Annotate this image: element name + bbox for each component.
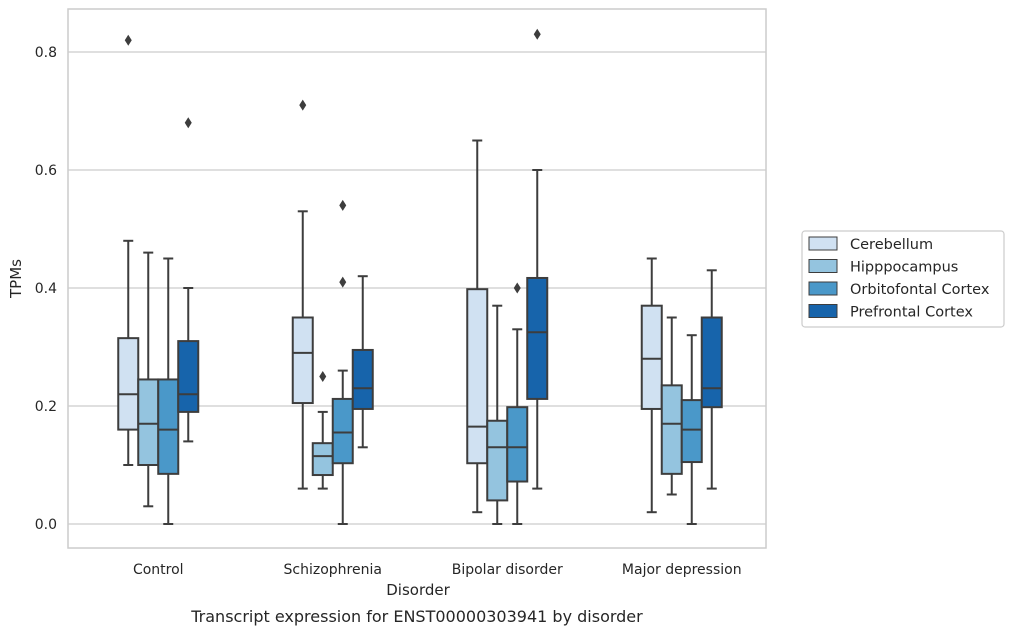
legend-swatch	[808, 304, 838, 318]
box-iqr	[351, 348, 374, 410]
legend-frame	[801, 230, 1005, 328]
x-tick-label: Control	[133, 562, 184, 578]
x-tick-label: Bipolar disorder	[452, 562, 563, 578]
box-iqr	[660, 384, 683, 475]
series-orbitofontal-cortex	[157, 199, 703, 525]
y-axis-ticks: 0.0 0.2 0.4 0.6 0.8	[35, 45, 57, 533]
box-iqr	[177, 340, 200, 413]
box-iqr	[680, 399, 703, 464]
box-iqr	[291, 316, 314, 405]
box-iqr	[526, 276, 549, 400]
box-iqr	[466, 288, 489, 465]
box-iqr	[700, 316, 723, 409]
outlier-point	[124, 34, 132, 46]
outlier-point	[533, 28, 541, 40]
y-tick-label: 0.2	[35, 399, 57, 415]
x-tick-label: Schizophrenia	[284, 562, 382, 578]
y-tick-label: 0.4	[35, 281, 57, 297]
legend: Cerebellum Hipppocampus Orbitofontal Corte…	[801, 230, 1005, 328]
legend-label: Prefrontal Cortex	[850, 305, 973, 321]
series-hipppocampus	[137, 251, 683, 525]
y-tick-label: 0.0	[35, 517, 57, 533]
legend-label: Cerebellum	[850, 237, 933, 253]
box-iqr	[137, 378, 160, 467]
outlier-point	[319, 371, 327, 382]
box-iqr	[157, 378, 180, 475]
y-tick-label: 0.6	[35, 163, 57, 179]
box-iqr	[486, 419, 509, 502]
legend-label: Orbitofontal Cortex	[850, 282, 990, 298]
x-axis-label: Disorder	[386, 581, 450, 599]
box-iqr	[117, 337, 140, 431]
box-iqr	[311, 442, 334, 477]
y-axis-label: TPMs	[7, 259, 25, 299]
outlier-point	[513, 282, 521, 294]
legend-swatch	[808, 236, 838, 251]
legend-swatch	[808, 281, 838, 296]
box-iqr	[331, 397, 354, 465]
outlier-point	[299, 99, 307, 111]
outlier-point	[184, 117, 192, 129]
x-axis-ticks: Control Schizophrenia Bipolar disorder Majo…	[133, 562, 742, 578]
outlier-point	[339, 199, 347, 211]
y-tick-label: 0.8	[35, 45, 57, 61]
legend-label: Hipppocampus	[850, 260, 958, 276]
series-prefrontal-cortex	[177, 28, 723, 490]
plot-frame	[67, 8, 767, 549]
box-plot-series	[117, 28, 723, 525]
box-iqr	[640, 304, 663, 410]
x-tick-label: Major depression	[622, 562, 742, 578]
series-cerebellum	[117, 34, 663, 514]
box-iqr	[506, 406, 529, 483]
figure-caption: Transcript expression for ENST0000030394…	[190, 607, 643, 626]
outlier-point	[339, 276, 347, 288]
legend-swatch	[808, 259, 838, 273]
